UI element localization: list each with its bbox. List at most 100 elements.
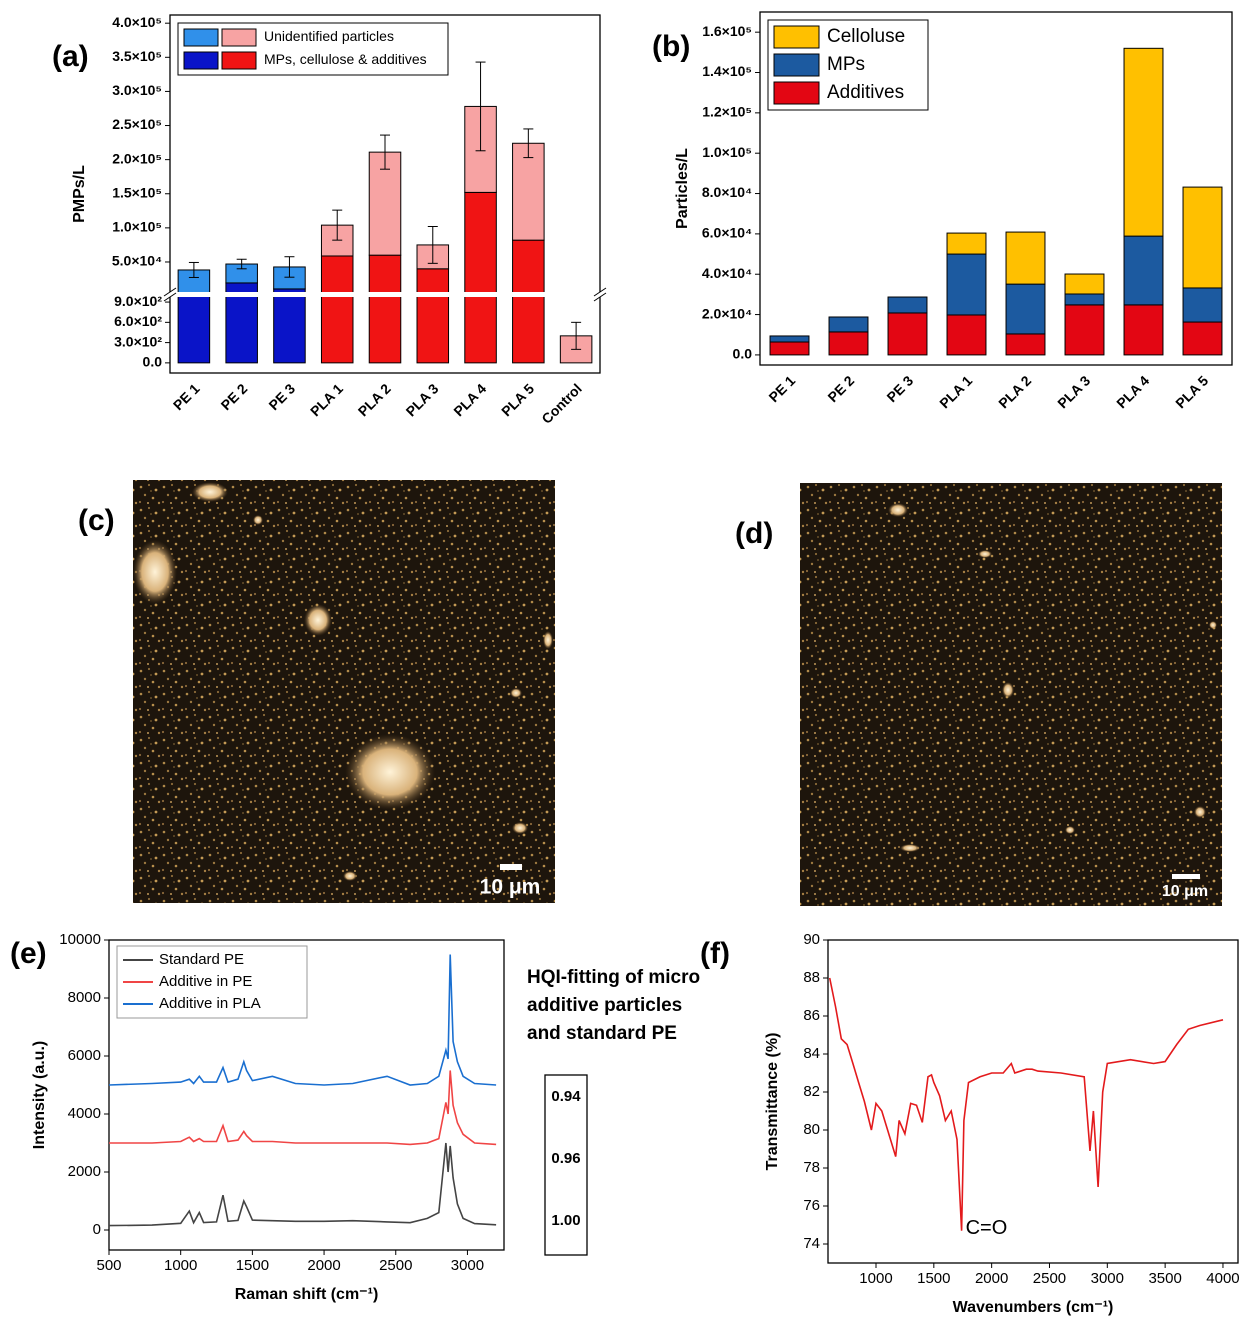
y-tick-label: 1.0×10⁵	[702, 144, 752, 160]
bar	[273, 288, 306, 364]
x-tick-label: PLA 4	[450, 380, 489, 419]
x-tick-label: PE 1	[170, 380, 203, 413]
axis-break	[167, 292, 603, 297]
panel-label: (a)	[52, 40, 89, 73]
hqi-value: 0.94	[551, 1088, 581, 1105]
bar	[887, 312, 928, 356]
y-tick-label: 2.5×10⁵	[112, 116, 162, 132]
legend-swatch	[183, 28, 219, 47]
bar	[828, 316, 869, 333]
micrograph	[133, 480, 555, 903]
y-tick-label: 90	[803, 931, 820, 948]
y-tick-label: 5.0×10⁴	[112, 253, 162, 269]
panel-label: (d)	[735, 517, 773, 550]
y-tick-label: 0.0	[733, 346, 753, 362]
bar	[368, 254, 402, 364]
x-tick-label: 1500	[917, 1270, 950, 1287]
legend-label: MPs, cellulose & additives	[264, 51, 427, 67]
y-tick-label: 82	[803, 1083, 820, 1100]
x-tick-label: 1500	[236, 1257, 269, 1274]
y-tick-label: 8.0×10⁴	[702, 184, 752, 200]
scale-bar-label: 10 μm	[480, 876, 541, 899]
x-tick-label: 3000	[451, 1257, 484, 1274]
legend-label: Additives	[827, 82, 904, 103]
y-axis-title: PMPs/L	[71, 165, 88, 223]
particle	[510, 688, 522, 698]
bar	[1005, 333, 1046, 356]
bar	[1005, 283, 1046, 335]
y-tick-label: 1.0×10⁵	[112, 219, 162, 235]
y-tick-label: 6000	[68, 1047, 101, 1064]
particle	[304, 604, 332, 636]
bar	[416, 268, 450, 364]
x-tick-label: PE 3	[883, 372, 916, 405]
panel-label: (c)	[78, 504, 115, 537]
x-axis-title: Raman shift (cm⁻¹)	[235, 1286, 379, 1303]
particle	[253, 515, 263, 525]
break-mark	[163, 292, 177, 302]
y-tick-label: 80	[803, 1121, 820, 1138]
line	[828, 977, 1224, 1231]
bar	[512, 239, 545, 364]
bar	[769, 335, 810, 343]
x-tick-label: 500	[96, 1257, 121, 1274]
bar	[946, 314, 987, 356]
y-tick-label: 74	[803, 1235, 820, 1252]
hqi-title: and standard PE	[527, 1023, 677, 1044]
particle	[888, 503, 908, 517]
legend-swatch	[221, 28, 257, 47]
break-mark	[163, 287, 177, 297]
x-tick-label: PE 3	[265, 380, 298, 413]
legend-swatch	[773, 25, 820, 49]
y-tick-label: 8000	[68, 989, 101, 1006]
panel-label: (e)	[10, 937, 47, 970]
bar	[769, 341, 810, 356]
legend-swatch	[183, 51, 219, 70]
y-tick-label: 6.0×10²	[114, 313, 162, 329]
legend-swatch	[773, 53, 820, 77]
particle	[512, 822, 528, 834]
y-tick-label: 78	[803, 1159, 820, 1176]
break-mark	[593, 287, 607, 297]
bar	[464, 191, 497, 364]
y-tick-label: 86	[803, 1007, 820, 1024]
hqi-title: additive particles	[527, 995, 682, 1016]
y-tick-label: 9.0×10²	[114, 293, 162, 309]
plot-frame	[827, 939, 1239, 1264]
y-tick-label: 3.0×10²	[114, 333, 162, 349]
y-tick-label: 3.0×10⁵	[112, 82, 162, 98]
y-tick-label: 2000	[68, 1163, 101, 1180]
x-tick-label: PE 2	[218, 380, 251, 413]
y-tick-label: 6.0×10⁴	[702, 225, 752, 241]
scale-bar	[1172, 874, 1200, 879]
bar	[1064, 293, 1105, 306]
x-tick-label: PLA 1	[936, 372, 975, 411]
x-tick-label: PLA 5	[498, 380, 537, 419]
y-tick-label: 0	[93, 1221, 101, 1238]
x-tick-label: PLA 4	[1113, 372, 1152, 411]
panel-label: (f)	[700, 937, 730, 970]
bar	[1182, 287, 1223, 323]
x-tick-label: 3500	[1148, 1270, 1181, 1287]
particle	[192, 482, 228, 502]
x-tick-label: 3000	[1091, 1270, 1124, 1287]
bar	[946, 232, 987, 255]
particle	[1065, 826, 1075, 834]
x-tick-label: PE 2	[824, 372, 857, 405]
particle	[345, 734, 435, 810]
y-tick-label: 84	[803, 1045, 820, 1062]
x-tick-label: PLA 5	[1172, 372, 1211, 411]
y-axis-title: Intensity (a.u.)	[31, 1041, 48, 1149]
y-tick-label: 4.0×10⁴	[702, 265, 752, 281]
legend-swatch	[221, 51, 257, 70]
hqi-title: HQI-fitting of micro	[527, 967, 700, 988]
x-tick-label: PLA 2	[355, 380, 394, 419]
bar	[1182, 321, 1223, 356]
bar	[320, 255, 354, 364]
bar	[177, 294, 211, 364]
y-tick-label: 0.0	[143, 354, 163, 370]
x-tick-label: 2500	[379, 1257, 412, 1274]
y-axis-title: Particles/L	[674, 148, 691, 229]
y-tick-label: 4000	[68, 1105, 101, 1122]
